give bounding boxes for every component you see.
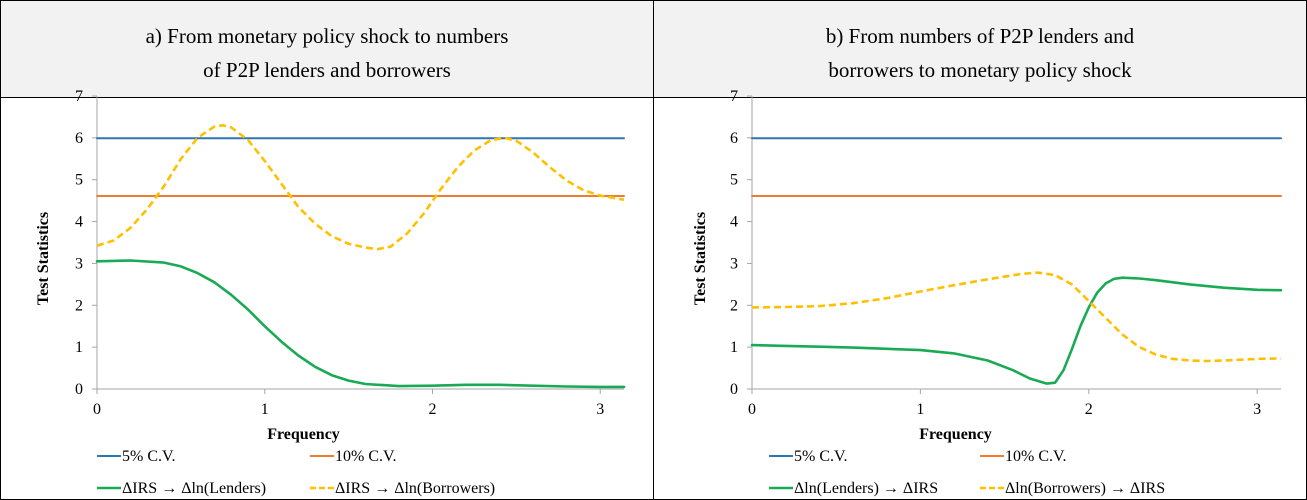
x-axis-label: Frequency	[919, 426, 992, 443]
y-tick-label: 6	[730, 130, 738, 147]
panel-b-header	[653, 1, 1306, 97]
series-line-4	[751, 271, 1282, 363]
panel-a-title-line2: of P2P lenders and borrowers	[203, 58, 451, 82]
legend-label: ΔIRS → Δln(Lenders)	[122, 480, 266, 497]
legend-label: Δln(Borrowers) → ΔIRS	[1005, 480, 1165, 497]
chart-panel-b: 0 1 2 3 4 5 6 7 0 1 2 3 Frequency Test Statistics 5% C…	[692, 88, 1283, 497]
legend-label: Δln(Lenders) → ΔIRS	[794, 480, 938, 497]
legend-label: 5% C.V.	[122, 448, 176, 465]
y-tick-label: 0	[75, 381, 83, 398]
y-axis-label: Test Statistics	[692, 212, 709, 305]
y-tick-label: 5	[730, 172, 738, 189]
y-axis-label: Test Statistics	[35, 212, 52, 305]
x-tick-label: 1	[916, 401, 924, 418]
y-tick-label: 4	[75, 214, 83, 231]
panel-b-title-line2: borrowers to monetary policy shock	[828, 58, 1132, 82]
x-tick-label: 0	[748, 401, 756, 418]
y-tick-label: 2	[75, 297, 83, 314]
y-tick-label: 7	[75, 88, 83, 105]
y-tick-label: 0	[730, 381, 738, 398]
panel-a-header	[1, 1, 653, 97]
panel-b-title-line1: b) From numbers of P2P lenders and	[826, 24, 1135, 48]
panel-a-title-line1: a) From monetary policy shock to numbers	[146, 24, 509, 48]
x-tick-label: 2	[1085, 401, 1093, 418]
x-tick-label: 3	[596, 401, 604, 418]
y-tick-label: 1	[730, 339, 738, 356]
y-tick-label: 4	[730, 214, 738, 231]
legend-label: 10% C.V.	[335, 448, 397, 465]
y-tick-label: 5	[75, 172, 83, 189]
legend-label: ΔIRS → Δln(Borrowers)	[335, 480, 495, 497]
x-tick-label: 1	[261, 401, 269, 418]
series-line-4	[96, 124, 625, 251]
legend-label: 10% C.V.	[1005, 448, 1067, 465]
x-tick-label: 3	[1253, 401, 1261, 418]
x-tick-label: 0	[93, 401, 101, 418]
x-axis-label: Frequency	[267, 426, 340, 443]
y-tick-label: 1	[75, 339, 83, 356]
y-tick-label: 3	[730, 255, 738, 272]
y-tick-label: 6	[75, 130, 83, 147]
y-tick-label: 2	[730, 297, 738, 314]
chart-panel-a: 0 1 2 3 4 5 6 7 0 1 2 3 Frequency Test Statistics 5% C…	[35, 88, 626, 497]
series-line-3	[95, 259, 626, 389]
legend-label: 5% C.V.	[794, 448, 848, 465]
y-tick-label: 7	[730, 88, 738, 105]
y-tick-label: 3	[75, 255, 83, 272]
series-line-3	[750, 276, 1283, 385]
x-tick-label: 2	[428, 401, 436, 418]
